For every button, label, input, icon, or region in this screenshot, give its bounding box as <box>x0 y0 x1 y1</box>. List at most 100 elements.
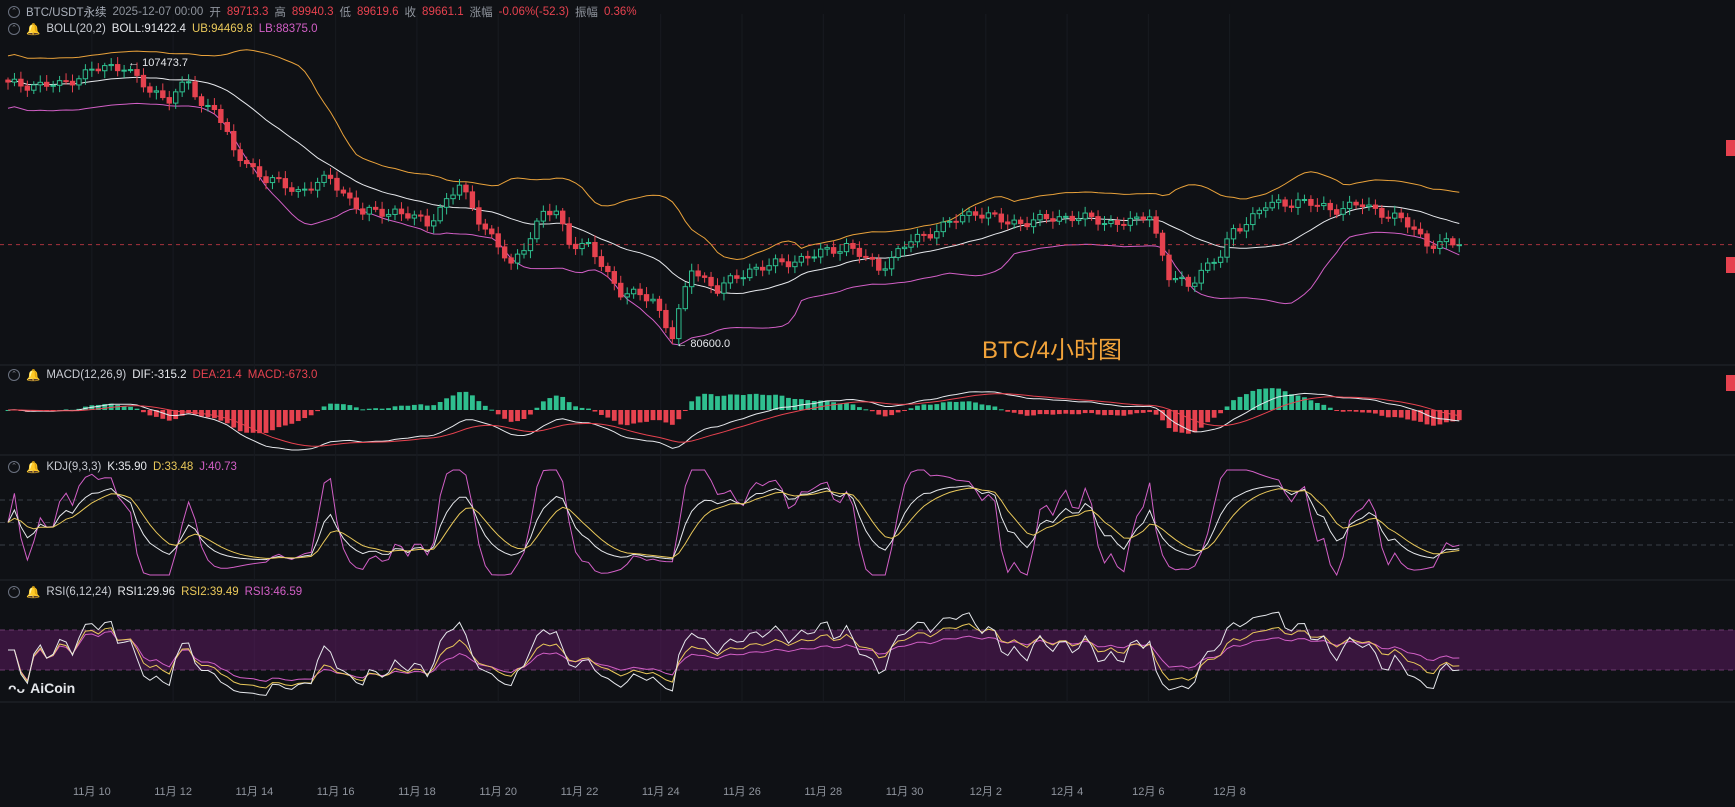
candle-body <box>314 181 321 191</box>
x-tick-label: 11月 12 <box>154 786 192 798</box>
macd-histogram-bar <box>1314 402 1320 410</box>
bell-icon[interactable]: 🔔 <box>26 587 41 599</box>
candle-body <box>398 208 405 215</box>
candle-body <box>618 282 624 298</box>
candle-body <box>1308 198 1314 206</box>
boll-label[interactable]: BOLL(20,2) <box>46 23 106 35</box>
rsi-label[interactable]: RSI(6,12,24) <box>46 586 112 598</box>
collapse-icon[interactable]: ⌃ <box>8 461 20 473</box>
x-tick-label: 12月 2 <box>970 786 1002 798</box>
candle-body <box>1101 223 1108 226</box>
macd-histogram-bar <box>411 404 417 410</box>
candle-body <box>979 214 985 219</box>
candle-body <box>482 223 489 230</box>
candle-body <box>1269 201 1275 209</box>
macd-histogram-bar <box>353 407 359 410</box>
macd-histogram-bar <box>650 410 656 421</box>
candle-body <box>1243 224 1250 232</box>
candle-body <box>689 270 695 288</box>
collapse-icon[interactable]: ⌃ <box>8 23 20 35</box>
candle-body <box>1037 213 1043 221</box>
candle-body <box>231 130 237 151</box>
macd-histogram-bar <box>586 408 591 410</box>
macd-histogram-bar <box>721 395 727 410</box>
macd-histogram-bar <box>386 408 391 410</box>
candle-body <box>302 188 308 191</box>
candle-body <box>1211 261 1217 264</box>
candle-body <box>521 250 527 255</box>
macd-histogram-bar <box>270 410 275 431</box>
candle-body <box>1398 212 1404 219</box>
macd-histogram-bar <box>927 404 933 410</box>
macd-histogram-bar <box>1147 410 1153 413</box>
macd-histogram-bar <box>276 410 282 428</box>
x-tick-label: 11月 26 <box>723 786 761 798</box>
kdj-legend: ⌃ 🔔 KDJ(9,3,3) K:35.90 D:33.48 J:40.73 <box>8 460 237 474</box>
macd-histogram-bar <box>715 396 720 410</box>
macd-histogram-bar <box>1179 410 1185 433</box>
macd-histogram-bar <box>1018 410 1024 415</box>
x-tick-label: 11月 10 <box>73 786 111 798</box>
macd-histogram-bar <box>1185 410 1191 434</box>
candle-body <box>1327 202 1333 211</box>
candle-body <box>598 256 605 267</box>
macd-label[interactable]: MACD(12,26,9) <box>46 369 127 381</box>
macd-histogram-bar <box>1250 390 1256 410</box>
macd-histogram-bar <box>76 408 82 410</box>
macd-histogram-bar <box>992 406 998 410</box>
bell-icon[interactable]: 🔔 <box>26 24 41 36</box>
macd-histogram-bar <box>399 405 404 410</box>
candle-body <box>1417 228 1424 235</box>
macd-histogram-bar <box>644 410 649 422</box>
candle-body <box>1392 212 1398 219</box>
open-value: 89713.3 <box>226 6 269 18</box>
collapse-icon[interactable]: ⌃ <box>8 6 20 18</box>
kdj-d-value: D:33.48 <box>152 461 194 473</box>
candle-body <box>347 192 353 199</box>
macd-histogram-bar <box>347 405 353 410</box>
candle-body <box>1385 216 1391 219</box>
macd-histogram-bar <box>760 394 766 410</box>
candle-body <box>224 121 231 132</box>
macd-histogram-bar <box>1089 410 1094 414</box>
candle-body <box>134 69 140 76</box>
macd-histogram-bar <box>792 398 798 410</box>
macd-histogram-bar <box>637 410 643 423</box>
collapse-icon[interactable]: ⌃ <box>8 369 20 381</box>
macd-histogram-bar <box>702 393 707 410</box>
candle-body <box>1288 205 1295 208</box>
candle-body <box>269 177 276 184</box>
macd-histogram-bar <box>360 409 366 411</box>
bell-icon[interactable]: 🔔 <box>26 462 41 474</box>
candle-body <box>405 213 411 219</box>
high-value: 89940.3 <box>291 6 334 18</box>
macd-histogram-bar <box>470 395 475 410</box>
macd-histogram-bar <box>540 401 546 410</box>
macd-histogram-bar <box>334 403 340 410</box>
bell-icon[interactable]: 🔔 <box>26 370 41 382</box>
macd-histogram-bar <box>476 401 482 410</box>
candle-body <box>198 96 205 107</box>
candle-body <box>11 78 18 83</box>
macd-histogram-bar <box>1160 410 1165 421</box>
candle-body <box>1346 201 1353 210</box>
macd-histogram-bar <box>921 404 927 410</box>
macd-histogram-bar <box>121 405 127 410</box>
macd-histogram-bar <box>682 410 688 411</box>
macd-histogram-bar <box>953 401 959 410</box>
macd-histogram-bar <box>379 408 385 410</box>
macd-histogram-bar <box>444 398 449 410</box>
candle-body <box>140 74 147 88</box>
candle-body <box>721 282 727 294</box>
macd-histogram-bar <box>850 404 856 410</box>
kdj-label[interactable]: KDJ(9,3,3) <box>46 461 102 473</box>
logo-text: AiCoin <box>30 680 76 696</box>
macd-hist-value: MACD:-673.0 <box>247 369 318 381</box>
candle-body <box>308 188 314 191</box>
candle-body <box>818 248 824 258</box>
macd-histogram-bar <box>1405 410 1411 420</box>
macd-histogram-bar <box>863 409 869 411</box>
symbol-label[interactable]: BTC/USDT永续 <box>26 7 107 19</box>
collapse-icon[interactable]: ⌃ <box>8 586 20 598</box>
